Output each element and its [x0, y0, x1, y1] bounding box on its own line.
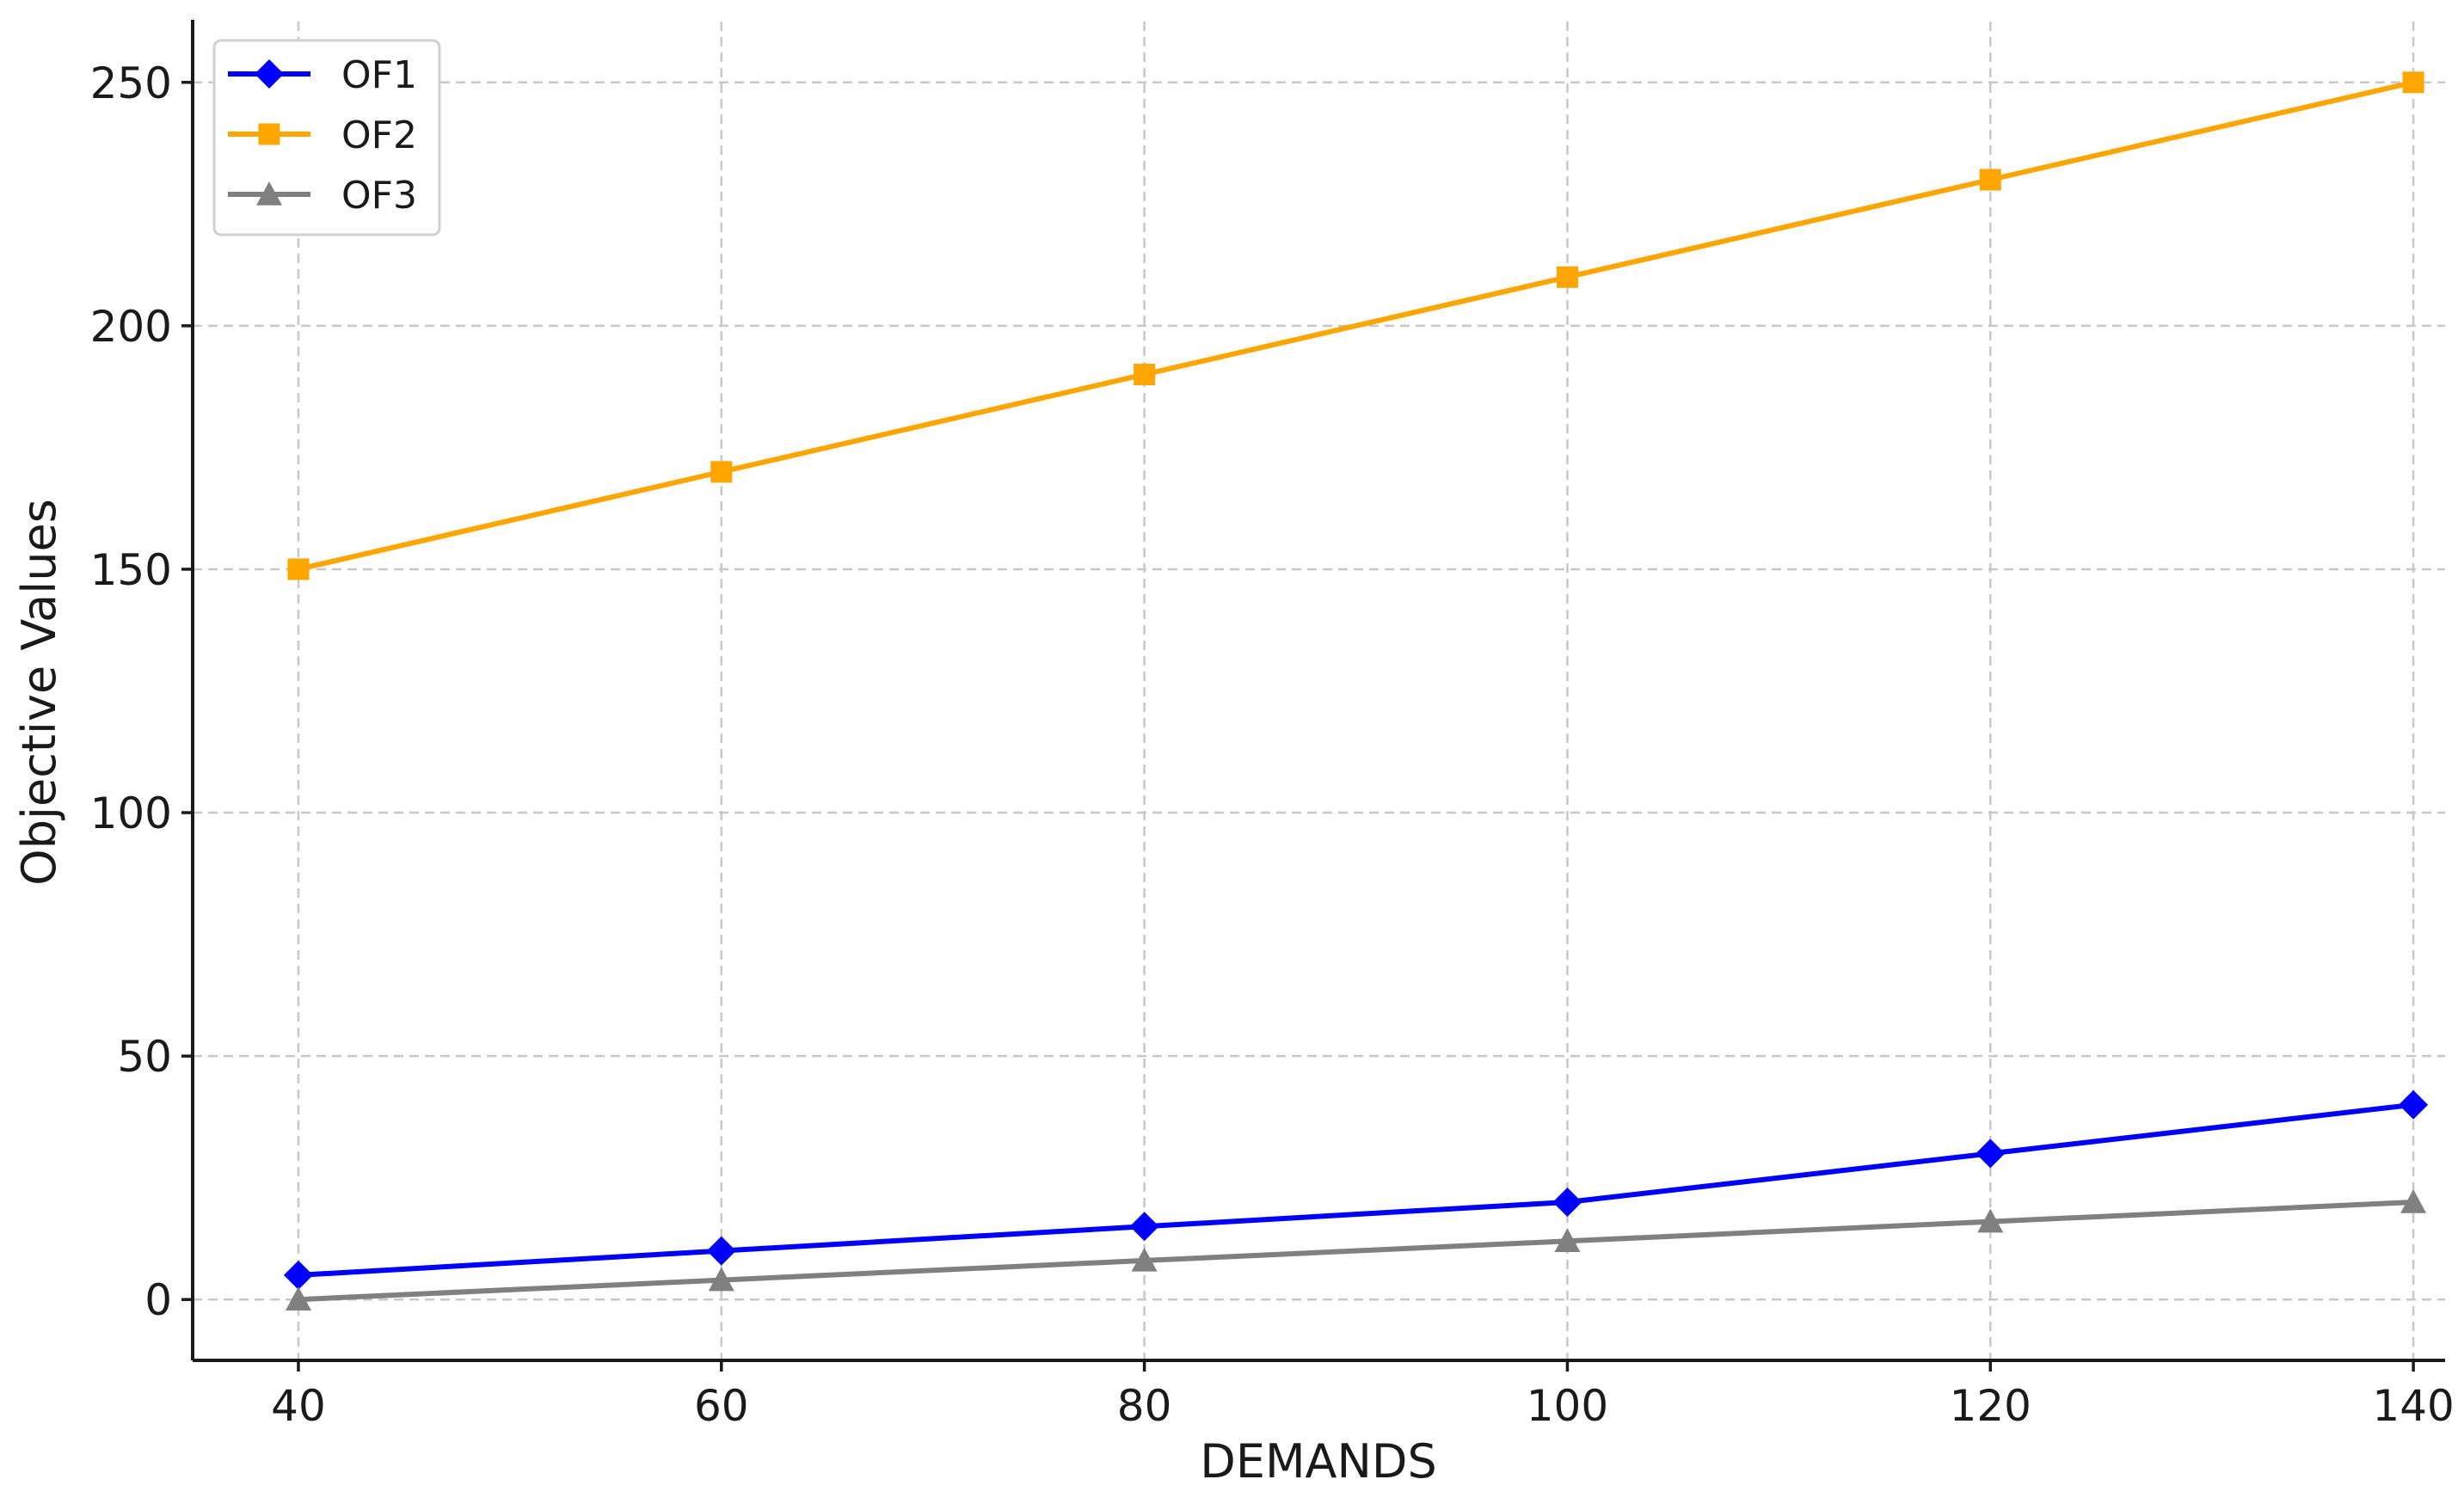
legend-marker	[258, 123, 280, 145]
data-point	[706, 1236, 736, 1266]
data-point	[1556, 266, 1578, 288]
data-point	[1554, 1228, 1581, 1253]
y-axis-title: Objective Values	[12, 499, 66, 886]
legend-label: OF1	[341, 53, 417, 97]
grid	[193, 21, 2445, 1360]
series-line	[298, 1199, 2414, 1303]
x-tick-label: 80	[1117, 1381, 1172, 1431]
x-tick-label: 120	[1950, 1381, 2031, 1431]
data-point	[708, 1267, 734, 1292]
y-tick-label: 100	[90, 789, 172, 838]
data-point	[287, 558, 310, 580]
legend-item-of1: OF1	[228, 53, 417, 97]
series-layer	[283, 71, 2429, 1311]
series-of2	[287, 71, 2424, 580]
y-tick-label: 250	[90, 58, 172, 108]
y-tick-label: 150	[90, 545, 172, 595]
legend-marker	[255, 59, 284, 89]
x-axis-title: DEMANDS	[1200, 1434, 1436, 1489]
series-line	[298, 79, 2414, 572]
x-tick-label: 40	[271, 1381, 326, 1431]
legend: OF1 OF2 OF3	[212, 39, 441, 236]
data-point	[1977, 1208, 2004, 1233]
x-tick-label: 60	[694, 1381, 749, 1431]
data-point	[1552, 1187, 1582, 1217]
legend-marker	[256, 181, 282, 206]
legend-label: OF2	[341, 114, 417, 157]
legend-item-of2: OF2	[228, 114, 417, 157]
data-point	[2402, 71, 2424, 94]
data-point	[1131, 1247, 1158, 1272]
legend-item-of3: OF3	[228, 174, 417, 218]
data-point	[285, 1286, 311, 1311]
series-of1	[283, 1090, 2429, 1290]
y-tick-label: 50	[117, 1032, 172, 1082]
y-tick-label: 200	[90, 302, 172, 352]
data-point	[1976, 1139, 2006, 1169]
series-line	[298, 1102, 2414, 1278]
y-tick-label: 0	[144, 1275, 172, 1325]
data-point	[283, 1260, 313, 1290]
x-tick-label: 100	[1527, 1381, 1608, 1431]
axes: 40 60 80 100 120 140 0 50 100 150 200 250	[90, 20, 2455, 1431]
data-point	[1129, 1212, 1159, 1242]
data-point	[2400, 1188, 2427, 1213]
data-point	[1134, 363, 1156, 385]
data-point	[2399, 1090, 2429, 1120]
data-point	[710, 461, 733, 483]
legend-label: OF3	[341, 174, 417, 218]
x-tick-label: 140	[2372, 1381, 2454, 1431]
data-point	[1979, 169, 2001, 191]
series-of3	[285, 1188, 2427, 1311]
